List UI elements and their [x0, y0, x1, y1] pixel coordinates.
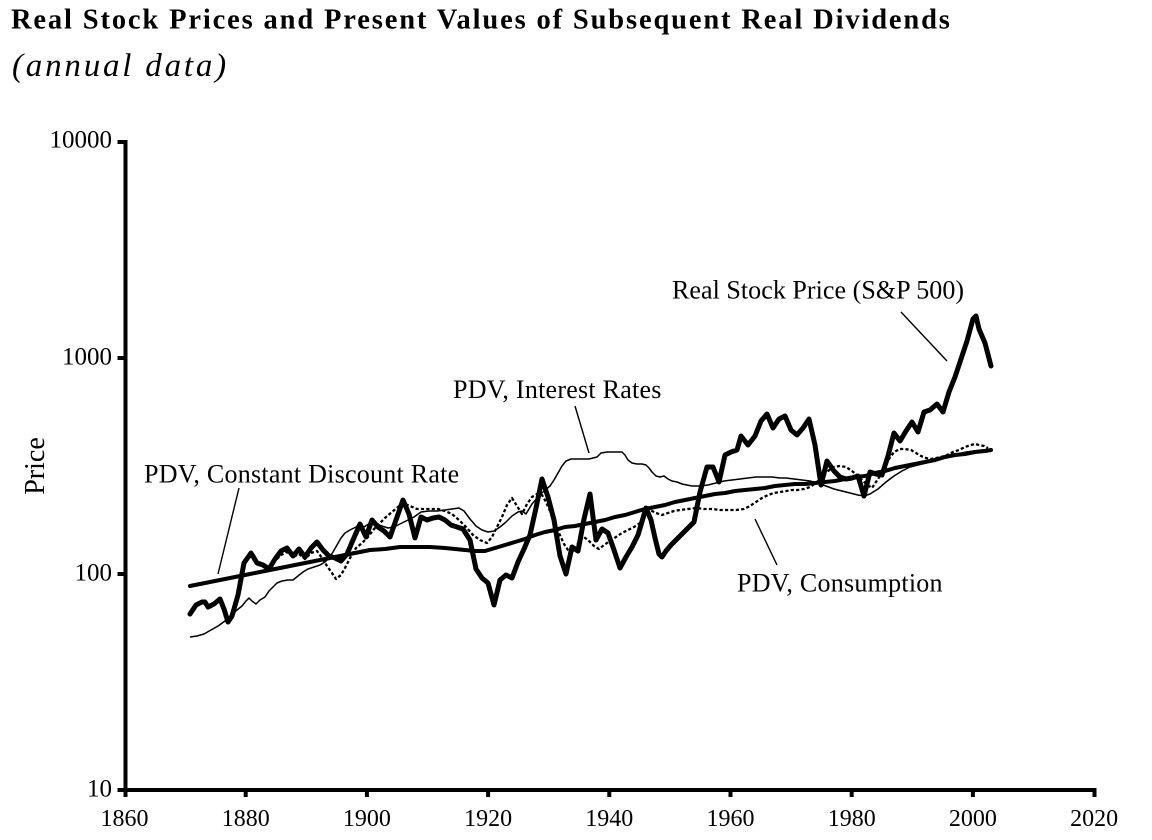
svg-text:PDV, Interest Rates: PDV, Interest Rates — [453, 375, 662, 404]
svg-text:2020: 2020 — [1070, 806, 1118, 832]
svg-text:10000: 10000 — [50, 127, 113, 154]
svg-text:1900: 1900 — [343, 806, 391, 832]
svg-text:1980: 1980 — [828, 806, 876, 832]
svg-text:PDV, Consumption: PDV, Consumption — [737, 569, 943, 598]
svg-text:Real Stock Price (S&P 500): Real Stock Price (S&P 500) — [672, 276, 964, 305]
svg-text:1940: 1940 — [585, 806, 633, 832]
svg-text:2000: 2000 — [949, 806, 997, 832]
svg-text:PDV, Constant Discount Rate: PDV, Constant Discount Rate — [144, 460, 459, 489]
svg-text:1960: 1960 — [707, 806, 755, 832]
svg-text:1000: 1000 — [62, 344, 112, 371]
svg-text:1860: 1860 — [101, 806, 149, 832]
svg-text:1880: 1880 — [222, 806, 270, 832]
svg-text:(annual data): (annual data) — [12, 48, 229, 84]
svg-text:100: 100 — [75, 560, 113, 587]
svg-text:10: 10 — [87, 776, 112, 803]
svg-text:Real Stock Prices and Present: Real Stock Prices and Present Values of … — [11, 5, 952, 36]
svg-text:Price: Price — [20, 437, 51, 495]
svg-text:1920: 1920 — [464, 806, 512, 832]
